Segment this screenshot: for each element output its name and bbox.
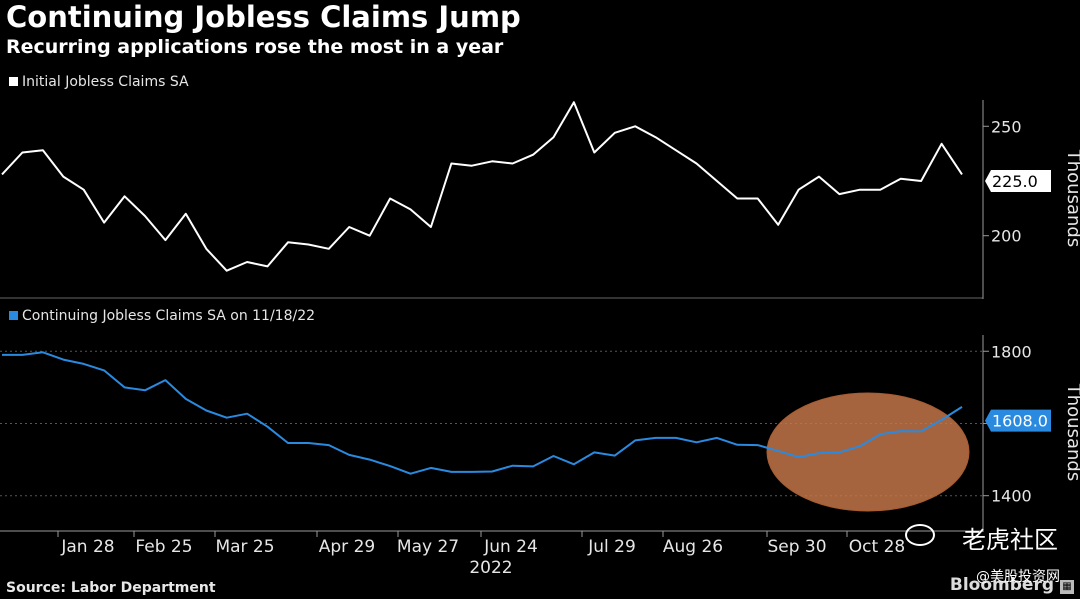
last-value-tag xyxy=(985,169,1051,192)
x-tick-label: Aug 26 xyxy=(663,537,723,557)
legend-swatch xyxy=(9,77,18,86)
chart-title: Continuing Jobless Claims Jump xyxy=(6,0,521,34)
y-tick-label: 250 xyxy=(991,117,1022,136)
last-value-label: 1608.0 xyxy=(992,412,1048,431)
x-tick-label: Oct 28 xyxy=(849,537,905,557)
x-axis-year: 2022 xyxy=(469,558,512,578)
y-tick-label: 200 xyxy=(991,227,1022,246)
y-axis-unit-label: Thousands xyxy=(1063,383,1080,481)
y-tick-label: 1400 xyxy=(991,487,1032,506)
y-axis-unit-label: Thousands xyxy=(1063,149,1080,247)
watermark-sub: @美股投资网 xyxy=(976,569,1060,585)
y-tick-label: 1800 xyxy=(991,342,1032,361)
x-tick-label: Jan 28 xyxy=(60,537,114,557)
watermark-tiger-icon xyxy=(905,524,935,546)
bloomberg-mark-icon: ▦ xyxy=(1060,580,1074,594)
series-line xyxy=(2,351,963,475)
series-line xyxy=(1,101,963,272)
x-tick-label: Feb 25 xyxy=(135,537,192,557)
x-tick-label: May 27 xyxy=(397,537,459,557)
legend-label: Initial Jobless Claims SA xyxy=(22,74,189,90)
source-note: Source: Labor Department xyxy=(6,580,216,596)
last-value-tag xyxy=(985,409,1051,432)
highlight-ellipse xyxy=(766,392,970,512)
last-value-label: 225.0 xyxy=(992,172,1038,191)
bloomberg-logo: Bloomberg xyxy=(949,575,1054,595)
x-tick-label: Sep 30 xyxy=(767,537,826,557)
x-tick-label: Jun 24 xyxy=(483,537,538,557)
chart-subtitle: Recurring applications rose the most in … xyxy=(6,36,504,58)
x-tick-label: Apr 29 xyxy=(319,537,375,557)
watermark-main: 老虎社区 xyxy=(962,526,1058,554)
legend-label: Continuing Jobless Claims SA on 11/18/22 xyxy=(22,308,315,324)
x-tick-label: Jul 29 xyxy=(587,537,636,557)
legend-swatch xyxy=(9,311,18,320)
x-tick-label: Mar 25 xyxy=(215,537,274,557)
